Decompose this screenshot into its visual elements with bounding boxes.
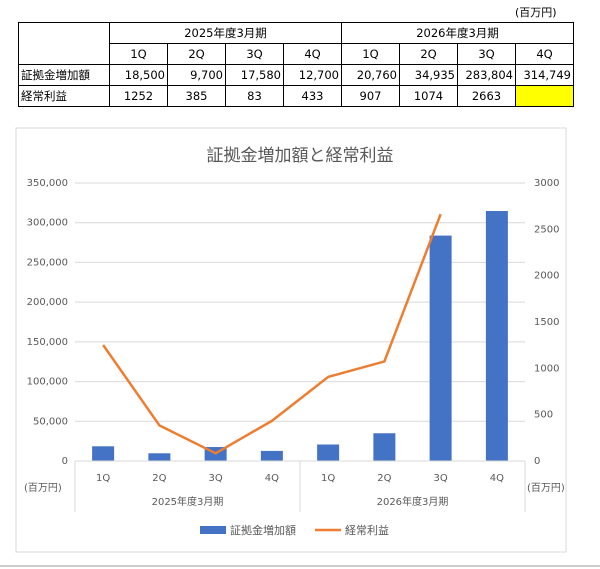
group-header: 2025年度3月期 (109, 22, 342, 44)
bar (485, 210, 508, 461)
cell: 907 (341, 85, 400, 107)
y-unit-label: (百万円) (24, 482, 62, 494)
x-tick-label: 3Q (434, 473, 448, 484)
y2-tick-label: 0 (534, 456, 540, 467)
x-tick-label: 4Q (490, 473, 504, 484)
chart-title: 証拠金増加額と経常利益 (207, 146, 394, 166)
data-table: 2025年度3月期 2026年度3月期 1Q 2Q 3Q 4Q 1Q 2Q 3Q 4Q 証拠金… (18, 22, 574, 107)
y2-tick-label: 500 (534, 410, 553, 421)
quarter-header: 3Q (457, 43, 516, 65)
bar (373, 433, 396, 461)
y2-tick-label: 1500 (534, 317, 559, 328)
cell: 1252 (109, 85, 168, 107)
legend-label: 経常利益 (345, 523, 389, 537)
empty-cell (515, 85, 574, 107)
row-label: 経常利益 (18, 85, 110, 107)
y-tick-label: 300,000 (27, 218, 68, 229)
y-tick-label: 200,000 (27, 297, 68, 308)
y-tick-label: 350,000 (27, 178, 68, 189)
bar (92, 446, 115, 461)
cell: 17,580 (225, 64, 284, 86)
bar (317, 444, 340, 461)
bar (148, 453, 171, 461)
x-tick-label: 1Q (321, 473, 335, 484)
y2-tick-label: 2000 (534, 271, 559, 282)
cell: 283,804 (457, 64, 516, 86)
y-tick-label: 50,000 (33, 416, 68, 427)
line (102, 213, 442, 455)
unit-label: (百万円) (515, 6, 557, 19)
cell: 2663 (457, 85, 516, 107)
quarter-header: 2Q (167, 43, 226, 65)
y-tick-label: 250,000 (27, 257, 68, 268)
x-tick-label: 2Q (152, 473, 166, 484)
y2-tick-label: 2500 (534, 224, 559, 235)
cell: 18,500 (109, 64, 168, 86)
x-group-label: 2025年度3月期 (152, 495, 224, 508)
cell: 83 (225, 85, 284, 107)
cell: 34,935 (399, 64, 458, 86)
legend-label: 証拠金増加額 (230, 523, 296, 537)
bar (260, 450, 283, 461)
legend-swatch (200, 526, 226, 534)
bar (429, 235, 452, 461)
cell: 9,700 (167, 64, 226, 86)
chart-frame (15, 127, 567, 553)
y2-unit-label: (百万円) (527, 482, 565, 494)
y-tick-label: 0 (62, 456, 68, 467)
x-group-label: 2026年度3月期 (377, 495, 449, 508)
x-tick-label: 2Q (377, 473, 391, 484)
y-tick-label: 150,000 (27, 337, 68, 348)
x-tick-label: 3Q (209, 473, 223, 484)
x-tick-label: 1Q (96, 473, 110, 484)
corner-cell (18, 22, 110, 65)
y2-tick-label: 3000 (534, 178, 559, 189)
cell: 433 (283, 85, 342, 107)
quarter-header: 4Q (515, 43, 574, 65)
y2-tick-label: 1000 (534, 363, 559, 374)
y-tick-label: 100,000 (27, 377, 68, 388)
x-tick-label: 4Q (265, 473, 279, 484)
